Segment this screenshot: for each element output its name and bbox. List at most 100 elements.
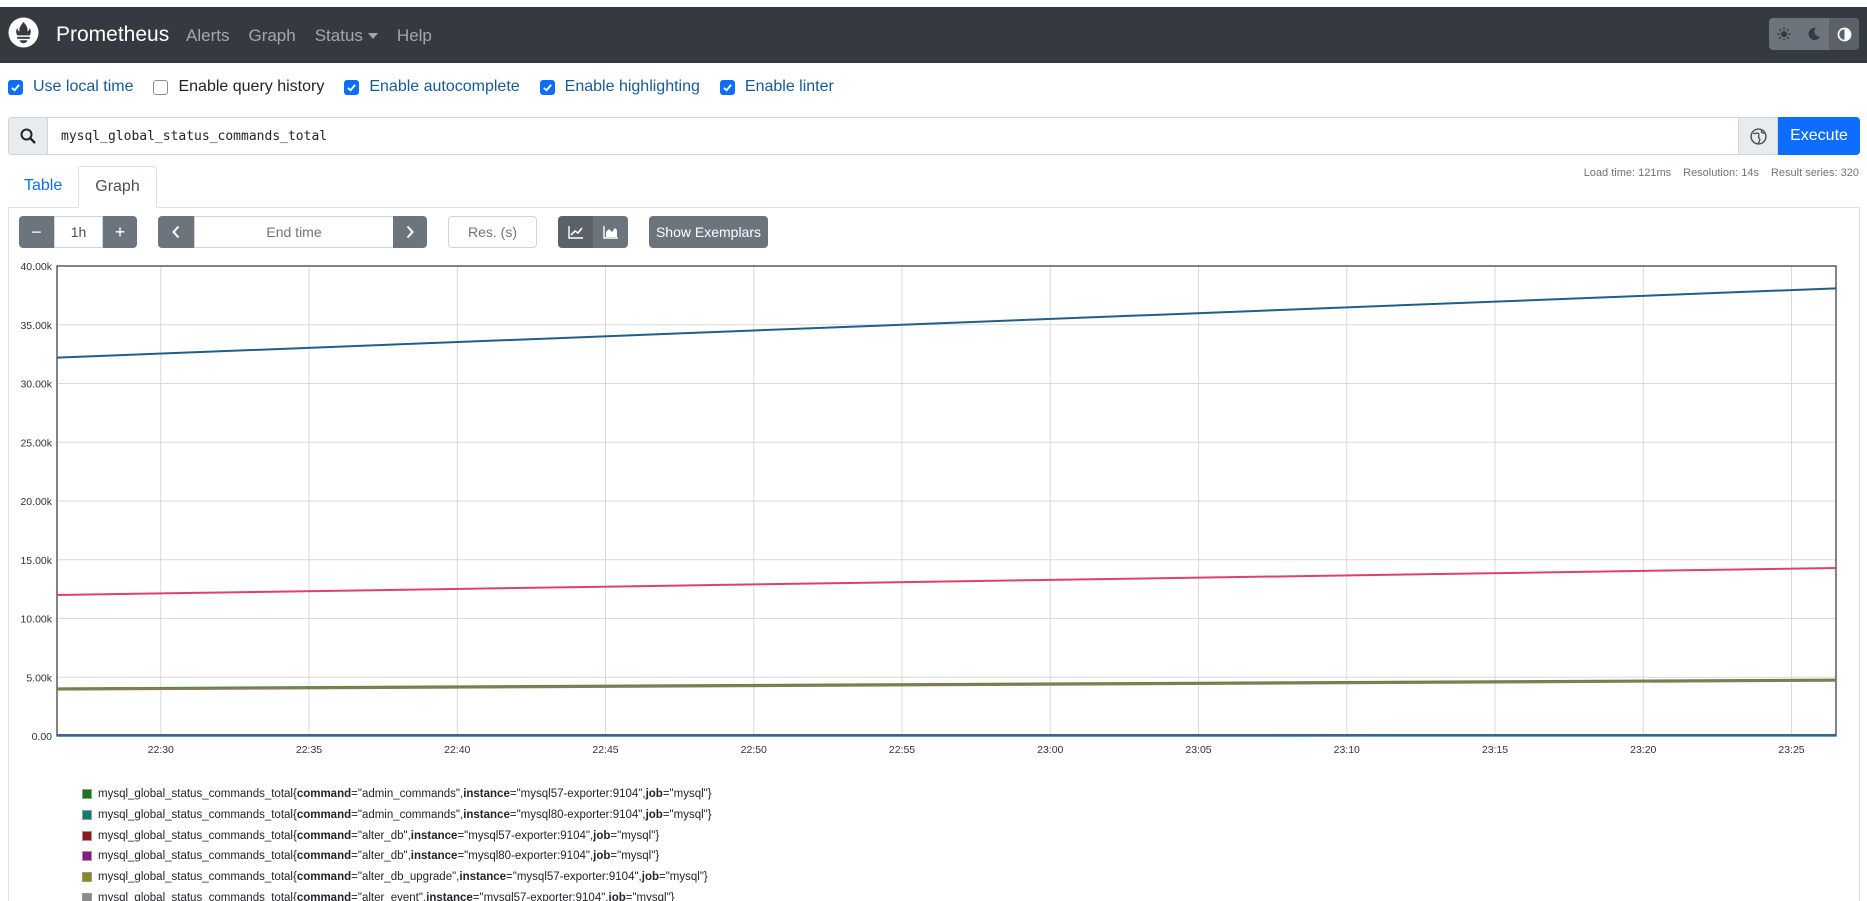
increase-range-button[interactable]: + — [103, 216, 137, 248]
tab-graph[interactable]: Graph — [78, 166, 157, 208]
chevron-left-icon — [172, 225, 180, 239]
option-label: Enable highlighting — [564, 78, 700, 95]
legend-label-text: ="mysql"} — [610, 829, 660, 842]
legend-label-text: mysql_global_status_commands_total{ — [98, 829, 297, 842]
legend-label-text: ="admin_commands", — [351, 788, 464, 801]
next-time-button[interactable] — [393, 216, 427, 248]
legend-label-key: instance — [463, 788, 510, 801]
legend-label-text: ="mysql"} — [662, 809, 712, 822]
legend-label-key: instance — [459, 871, 507, 884]
legend-swatch — [82, 872, 92, 883]
series-line — [56, 679, 1837, 691]
checkbox-checked-icon[interactable] — [719, 79, 735, 95]
sun-icon — [1777, 27, 1791, 41]
x-tick-label: 22:40 — [444, 744, 470, 755]
legend-label-key: job — [641, 871, 659, 884]
legend-label-text: ="mysql57-exporter:9104", — [506, 871, 642, 884]
legend-label-text: mysql_global_status_commands_total{ — [98, 788, 297, 801]
legend-label-text: ="admin_commands", — [351, 809, 464, 822]
graph-chart[interactable]: 0.00 5.00k 10.00k 15.00k 20.00k 25.00k 30.00k 3… — [0, 255, 1867, 755]
legend-label-key: instance — [463, 809, 510, 822]
range-input[interactable]: 1h — [54, 216, 103, 248]
line-chart-button[interactable] — [558, 216, 593, 248]
legend-swatch — [82, 810, 92, 821]
legend-label-text: ="alter_db", — [351, 829, 411, 842]
option-label: Enable linter — [744, 78, 834, 95]
navbar: Prometheus Alerts Graph Status Help — [0, 7, 1867, 63]
globe-icon — [1749, 127, 1767, 145]
x-tick-label: 23:00 — [1037, 744, 1063, 755]
prometheus-logo-icon[interactable] — [8, 17, 39, 48]
legend-label-text: ="mysql"} — [659, 871, 708, 884]
option-enable-linter[interactable]: Enable linter — [719, 78, 834, 96]
legend-swatch — [82, 851, 92, 862]
legend-label-key: job — [645, 809, 663, 822]
nav-status[interactable]: Status — [315, 26, 378, 46]
show-exemplars-button[interactable]: Show Exemplars — [649, 216, 768, 248]
legend-item[interactable]: mysql_global_status_commands_total{comma… — [82, 805, 712, 826]
series-legend: mysql_global_status_commands_total{comma… — [82, 784, 712, 901]
legend-item[interactable]: mysql_global_status_commands_total{comma… — [82, 825, 712, 846]
theme-light-button[interactable] — [1769, 18, 1799, 50]
option-enable-query-history[interactable]: Enable query history — [153, 78, 324, 96]
theme-dark-button[interactable] — [1799, 18, 1829, 50]
nav-alerts[interactable]: Alerts — [186, 26, 230, 45]
legend-label-text: ="mysql57-exporter:9104", — [472, 891, 609, 901]
legend-label-key: command — [296, 809, 352, 822]
option-label: Enable query history — [178, 78, 325, 95]
legend-item[interactable]: mysql_global_status_commands_total{comma… — [82, 887, 712, 901]
y-tick-label: 40.00k — [20, 261, 52, 273]
previous-time-button[interactable] — [158, 216, 194, 248]
query-expression-input[interactable]: mysql_global_status_commands_total — [48, 117, 1738, 155]
checkbox-checked-icon[interactable] — [8, 79, 23, 95]
stacked-chart-button[interactable] — [593, 216, 628, 248]
y-tick-label: 35.00k — [20, 320, 52, 332]
tab-table[interactable]: Table — [24, 177, 63, 194]
series-line — [56, 287, 1837, 359]
metrics-explorer-button[interactable] — [1738, 117, 1778, 155]
legend-label-text: ="mysql57-exporter:9104", — [509, 788, 646, 801]
series-line — [56, 566, 1837, 596]
nav-graph[interactable]: Graph — [248, 26, 296, 45]
legend-item[interactable]: mysql_global_status_commands_total{comma… — [82, 846, 712, 867]
legend-label-text: mysql_global_status_commands_total{ — [98, 850, 297, 863]
option-enable-highlighting[interactable]: Enable highlighting — [539, 78, 700, 96]
checkbox-checked-icon[interactable] — [539, 79, 555, 95]
legend-item[interactable]: mysql_global_status_commands_total{comma… — [82, 867, 712, 888]
area-chart-icon — [602, 226, 618, 239]
checkbox-checked-icon[interactable] — [344, 79, 360, 95]
legend-label-key: command — [296, 891, 352, 901]
x-tick-label: 22:35 — [296, 744, 322, 755]
end-time-input[interactable]: End time — [194, 216, 394, 248]
legend-item[interactable]: mysql_global_status_commands_total{comma… — [82, 784, 712, 805]
legend-label-key: command — [296, 850, 352, 863]
nav-help[interactable]: Help — [396, 26, 432, 45]
series-line — [56, 678, 1837, 690]
option-enable-autocomplete[interactable]: Enable autocomplete — [344, 78, 520, 96]
y-tick-label: 15.00k — [20, 555, 52, 567]
x-tick-label: 23:15 — [1482, 744, 1508, 755]
y-tick-label: 0.00 — [32, 731, 53, 743]
legend-label-key: instance — [410, 829, 458, 842]
x-tick-label: 22:50 — [741, 744, 767, 755]
decrease-range-button[interactable]: − — [19, 216, 54, 248]
legend-swatch — [82, 789, 92, 800]
checkbox-unchecked-icon[interactable] — [153, 79, 169, 95]
result-series: Result series: 320 — [1770, 167, 1859, 179]
brand-title[interactable]: Prometheus — [56, 23, 170, 46]
legend-label-text: mysql_global_status_commands_total{ — [98, 891, 297, 901]
chevron-right-icon — [406, 225, 414, 239]
search-icon-box — [8, 117, 48, 155]
legend-label-key: command — [296, 829, 352, 842]
option-use-local-time[interactable]: Use local time — [8, 78, 133, 96]
legend-label-key: command — [296, 871, 352, 884]
load-time: Load time: 121ms — [1583, 167, 1672, 179]
execute-button[interactable]: Execute — [1778, 117, 1860, 155]
resolution-input[interactable]: Res. (s) — [448, 216, 537, 248]
theme-auto-button[interactable] — [1829, 18, 1859, 50]
search-icon — [20, 128, 36, 144]
legend-label-text: ="mysql80-exporter:9104", — [457, 850, 594, 863]
legend-label-key: job — [645, 788, 663, 801]
x-tick-label: 22:55 — [889, 744, 915, 755]
query-bar: mysql_global_status_commands_total Execu… — [8, 117, 1860, 155]
